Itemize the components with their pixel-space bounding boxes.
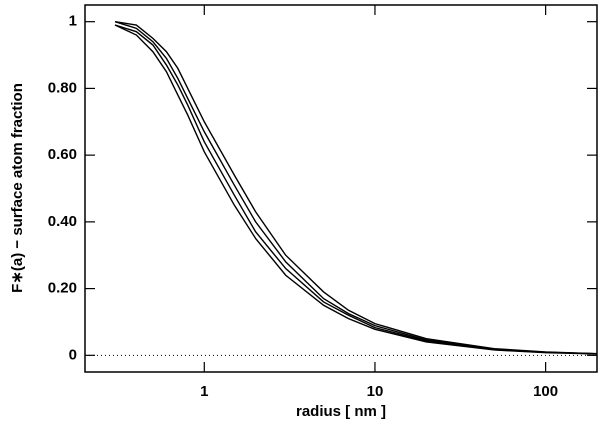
y-axis-label: F∗(a) − surface atom fraction	[9, 83, 26, 293]
y-tick-label: 0.60	[48, 146, 77, 163]
y-tick-label: 0.20	[48, 280, 77, 297]
data-line	[114, 24, 598, 355]
data-line	[114, 20, 598, 355]
x-tick-label: 100	[533, 383, 558, 400]
y-tick-label: 1	[69, 13, 77, 30]
y-tick-label: 0.80	[48, 79, 77, 96]
x-tick-label: 1	[200, 383, 208, 400]
y-tick-label: 0.40	[48, 213, 77, 230]
data-line	[114, 21, 598, 355]
x-axis-label: radius [ nm ]	[296, 403, 386, 420]
y-tick-label: 0	[69, 346, 77, 363]
x-tick-label: 10	[367, 383, 384, 400]
data-line	[114, 24, 598, 355]
plot-frame	[84, 4, 598, 373]
